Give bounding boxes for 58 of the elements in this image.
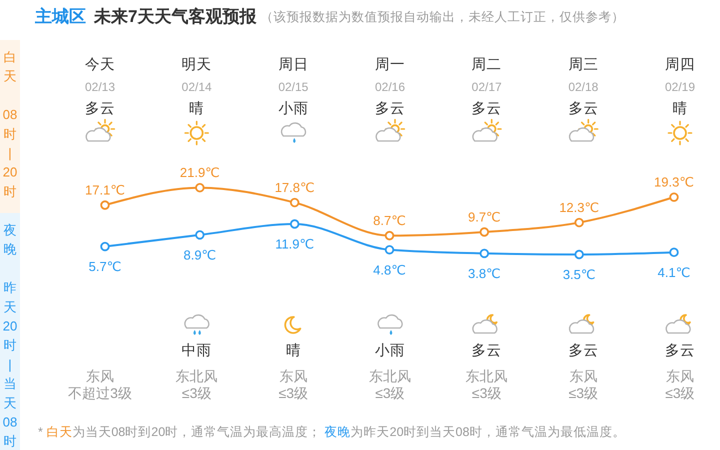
text: 东风: [666, 368, 694, 384]
data-label: 3.5℃: [562, 267, 596, 282]
x-tick-label: 明天 02/14 晴: [182, 57, 212, 117]
text: ≤3级: [472, 385, 502, 401]
data-label: 3.8℃: [468, 266, 501, 281]
data-label: 11.9℃: [275, 236, 314, 252]
text: 多云: [472, 342, 502, 359]
point: [574, 250, 584, 260]
text: ≤3级: [665, 385, 695, 401]
data-label: 21.9℃: [180, 165, 220, 180]
point: [100, 200, 110, 210]
point: [195, 183, 205, 192]
data-label: 17.1℃: [85, 182, 125, 198]
text: 多云: [568, 342, 598, 359]
text: ≤3级: [278, 385, 308, 401]
data-label: 4.1℃: [658, 264, 690, 280]
point: [195, 230, 205, 240]
point: [384, 230, 394, 240]
point: [574, 218, 584, 228]
point: [384, 245, 394, 254]
x-tick-label: 周日 02/15 小雨: [278, 57, 309, 117]
text: ≤3级: [568, 385, 598, 401]
text: 东风: [86, 368, 114, 384]
text: 中雨: [182, 342, 212, 359]
point: [480, 227, 490, 237]
data-label: 4.8℃: [373, 262, 406, 278]
point: [290, 198, 300, 208]
text: * 白天为当天08时到20时，通常气温为最高温度； 夜晚为昨天20时到当天08时，通常气温为最低温度。: [38, 424, 626, 439]
point: [100, 242, 110, 252]
text: 东北风: [466, 368, 508, 384]
text: ≤3级: [375, 385, 405, 401]
point: [290, 219, 300, 229]
data-label: 8.7℃: [373, 213, 406, 228]
text: 东风: [279, 368, 308, 384]
data-label: 9.7℃: [468, 209, 501, 224]
text: 多云: [665, 342, 695, 359]
point: [669, 192, 679, 202]
text: 不超过3级: [68, 385, 132, 401]
x-tick-label: 周二 02/17 多云: [472, 57, 502, 117]
text: 东北风: [176, 368, 218, 384]
point: [480, 248, 490, 258]
text: 东风: [569, 368, 598, 384]
chart-title: 主城区 未来7天天气客观预报: [34, 6, 258, 26]
x-tick-label: 今天 02/13 多云: [84, 56, 116, 117]
x-tick-label: 周一 02/16 多云: [374, 57, 406, 117]
data-label: 5.7℃: [88, 259, 122, 274]
chart-subtitle: （该预报数据为数值预报自动输出，未经人工订正，仅供参考）: [260, 9, 624, 24]
x-tick-label: 周三 02/18 多云: [568, 57, 599, 117]
data-label: 8.9℃: [183, 247, 216, 262]
data-label: 12.3℃: [559, 200, 600, 216]
text: 东北风: [369, 368, 411, 384]
x-tick-label: 周四 02/19 晴: [664, 57, 696, 117]
text: 小雨: [375, 342, 405, 359]
data-label: 17.8℃: [274, 180, 315, 196]
text: 晴: [286, 342, 301, 359]
text: ≤3级: [182, 385, 212, 401]
point: [669, 248, 679, 258]
data-label: 19.3℃: [654, 174, 694, 190]
